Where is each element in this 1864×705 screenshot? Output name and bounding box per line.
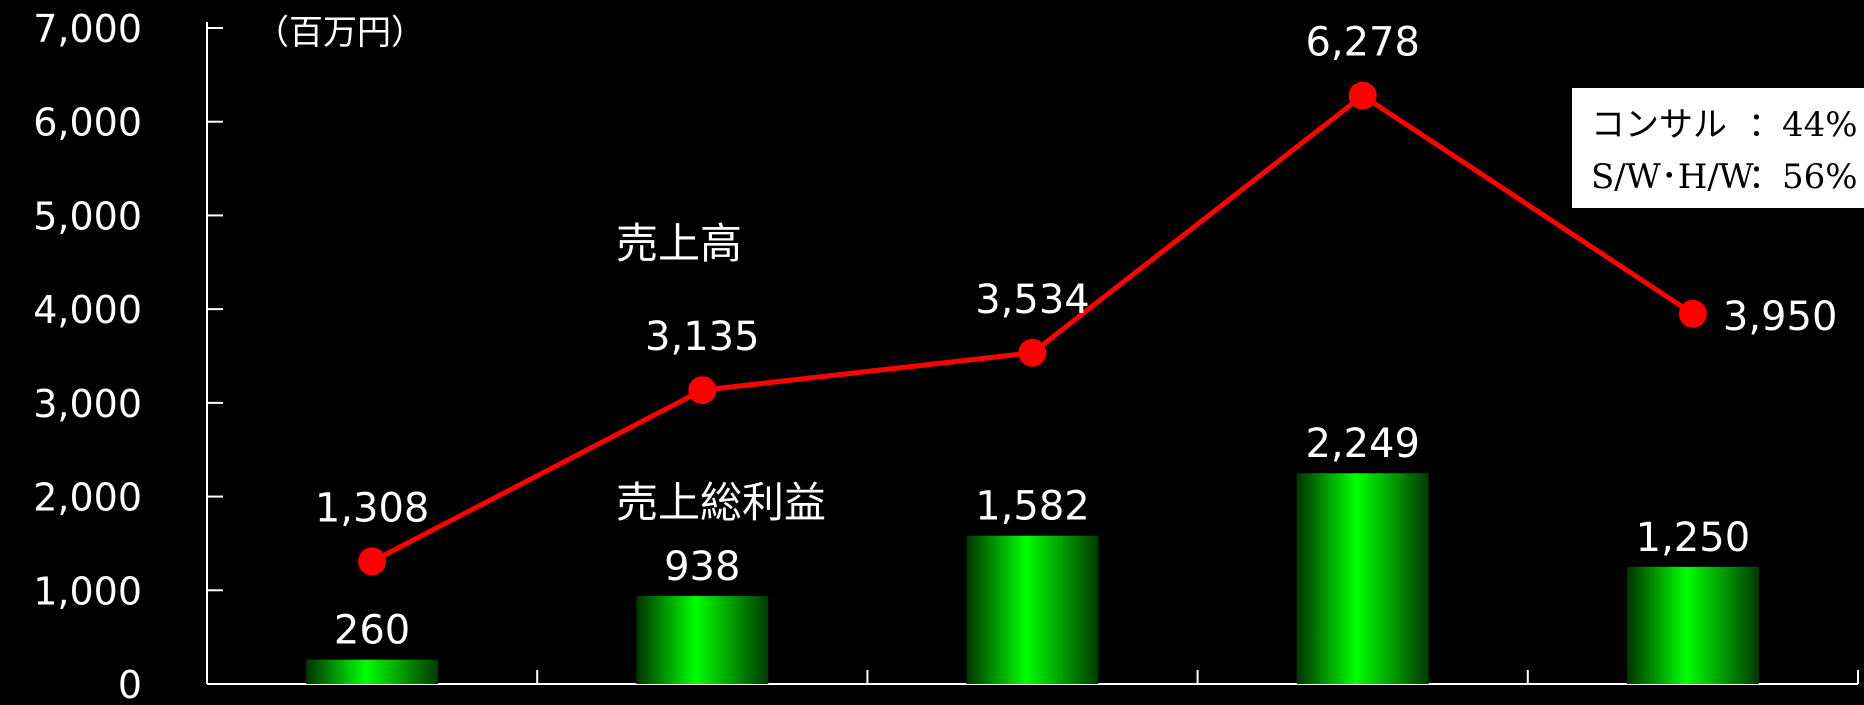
y-tick-label: 1,000 [33, 569, 142, 613]
series-label-line: 売上高 [616, 219, 742, 268]
line-point [358, 547, 387, 576]
legend-line2-name: S/W･H/W [1591, 157, 1754, 197]
line-data-label: 3,950 [1723, 294, 1838, 340]
legend-line1-name: コンサル [1591, 105, 1727, 145]
y-tick-label: 7,000 [33, 7, 142, 51]
line-point [1678, 299, 1707, 328]
y-tick-label: 3,000 [33, 382, 142, 426]
bar-data-label: 2,249 [1305, 421, 1420, 467]
bar [1626, 566, 1759, 684]
legend-line1-value: ：44% [1748, 105, 1858, 145]
line-data-label: 3,534 [975, 277, 1090, 323]
bar [306, 659, 439, 684]
bar-data-label: 1,250 [1636, 515, 1751, 561]
line-point [1018, 338, 1047, 367]
series-label-bar: 売上総利益 [616, 478, 826, 527]
bar [636, 596, 769, 684]
legend-line2-value: ：56% [1748, 157, 1858, 197]
y-tick-label: 6,000 [33, 101, 142, 145]
bar-data-labels: 260 938 1,582 2,249 1,250 [334, 421, 1750, 653]
bar [1296, 473, 1429, 684]
y-axis: 0 1,000 2,000 3,000 4,000 5,000 6,000 7,000 [33, 7, 223, 705]
y-tick-label: 0 [118, 663, 142, 705]
line-data-labels: 1,308 3,135 3,534 6,278 3,950 [315, 20, 1838, 532]
bar [966, 535, 1099, 684]
bar-data-label: 260 [334, 608, 410, 654]
legend-box: コンサル ：44% S/W･H/W ：56% [1570, 86, 1864, 210]
y-tick-label: 2,000 [33, 476, 142, 520]
legend-box-frame [1570, 86, 1864, 210]
line-data-label: 3,135 [645, 314, 760, 360]
bar-data-label: 1,582 [975, 484, 1090, 530]
bar-series [306, 473, 1759, 684]
line-series [358, 81, 1707, 576]
bar-data-label: 938 [664, 544, 740, 590]
unit-label: （百万円） [255, 13, 425, 53]
line-point [1348, 81, 1377, 110]
line-point [688, 376, 717, 405]
y-tick-label: 4,000 [33, 288, 142, 332]
line-data-label: 1,308 [315, 485, 430, 531]
line-data-label: 6,278 [1305, 20, 1420, 66]
y-tick-label: 5,000 [33, 194, 142, 238]
